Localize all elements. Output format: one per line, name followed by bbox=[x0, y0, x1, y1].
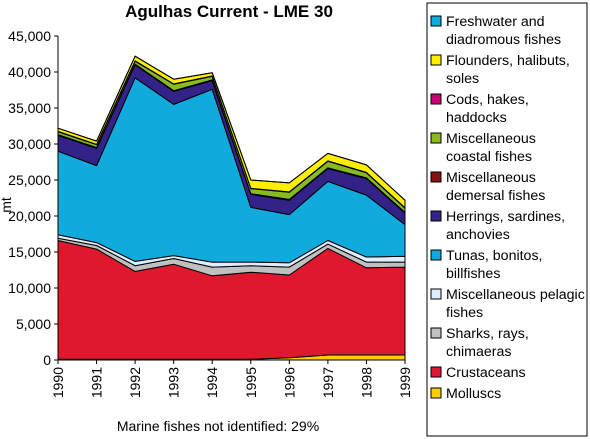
x-tick-label: 1996 bbox=[281, 367, 297, 398]
x-tick-label: 1991 bbox=[89, 367, 105, 398]
legend-label: Crustaceans bbox=[446, 365, 526, 381]
legend-label: Freshwater and diadromous fishes bbox=[446, 14, 561, 48]
legend-label: Miscellaneous coastal fishes bbox=[446, 131, 536, 165]
legend-item-sharks-rays-chimaeras: Sharks, rays, chimaeras bbox=[430, 326, 529, 360]
axes bbox=[57, 36, 405, 361]
legend-swatch bbox=[430, 327, 442, 339]
y-tick-label: 20,000 bbox=[8, 208, 51, 224]
legend-swatch bbox=[430, 93, 442, 105]
legend-label: Herrings, sardines, anchovies bbox=[446, 209, 565, 243]
legend-swatch bbox=[430, 288, 442, 300]
x-tick-label: 1995 bbox=[243, 367, 259, 398]
legend-label: Flounders, halibuts, soles bbox=[446, 53, 570, 87]
y-tick-label: 10,000 bbox=[8, 280, 51, 296]
legend-swatch bbox=[430, 366, 442, 378]
x-tick-label: 1990 bbox=[50, 367, 66, 398]
y-axis-ticks: 0 5,000 10,000 15,000 20,000 25,000 30,000 35,0… bbox=[8, 28, 58, 368]
legend: Freshwater and diadromous fishes Flounders… bbox=[426, 2, 588, 437]
legend-swatch bbox=[430, 15, 442, 27]
legend-item-miscellaneous-demersal-fishes: Miscellaneous demersal fishes bbox=[430, 170, 545, 204]
y-tick-label: 30,000 bbox=[8, 136, 51, 152]
legend-item-miscellaneous-pelagic-fishes: Miscellaneous pelagic fishes bbox=[430, 287, 585, 321]
legend-swatch bbox=[430, 54, 442, 66]
stacked-areas bbox=[57, 55, 406, 361]
legend-frame bbox=[426, 2, 588, 437]
footnote: Marine fishes not identified: 29% bbox=[117, 418, 319, 434]
legend-item-freshwater-and-diadromous-fishes: Freshwater and diadromous fishes bbox=[430, 14, 561, 48]
y-tick-label: 25,000 bbox=[8, 172, 51, 188]
area-freshwater-and-diadromous-fishes bbox=[57, 55, 406, 201]
x-tick-label: 1999 bbox=[397, 367, 413, 398]
legend-swatch bbox=[430, 210, 442, 222]
legend-item-cods-hakes-haddocks: Cods, hakes, haddocks bbox=[430, 92, 529, 126]
legend-label: Miscellaneous pelagic fishes bbox=[446, 287, 585, 321]
legend-item-molluscs: Molluscs bbox=[430, 386, 501, 402]
legend-item-tunas-bonitos-billfishes: Tunas, bonitos, billfishes bbox=[430, 248, 542, 282]
x-tick-label: 1992 bbox=[127, 367, 143, 398]
legend-label: Sharks, rays, chimaeras bbox=[446, 326, 529, 360]
y-tick-label: 0 bbox=[43, 352, 51, 368]
legend-label: Cods, hakes, haddocks bbox=[446, 92, 529, 126]
x-tick-label: 1998 bbox=[358, 367, 374, 398]
chart-title: Agulhas Current - LME 30 bbox=[125, 2, 333, 21]
x-tick-label: 1994 bbox=[204, 367, 220, 398]
x-tick-label: 1993 bbox=[166, 367, 182, 398]
legend-item-herrings-sardines-anchovies: Herrings, sardines, anchovies bbox=[430, 209, 565, 243]
legend-swatch bbox=[430, 171, 442, 183]
legend-item-crustaceans: Crustaceans bbox=[430, 365, 526, 381]
legend-label: Molluscs bbox=[446, 386, 501, 402]
legend-label: Miscellaneous demersal fishes bbox=[446, 170, 545, 204]
legend-item-miscellaneous-coastal-fishes: Miscellaneous coastal fishes bbox=[430, 131, 536, 165]
legend-swatch bbox=[430, 387, 442, 399]
x-tick-label: 1997 bbox=[320, 367, 336, 398]
y-tick-label: 15,000 bbox=[8, 244, 51, 260]
y-tick-label: 35,000 bbox=[8, 100, 51, 116]
legend-swatch bbox=[430, 249, 442, 261]
y-axis-title: mt bbox=[0, 197, 14, 213]
legend-item-flounders-halibuts-soles: Flounders, halibuts, soles bbox=[430, 53, 570, 87]
legend-swatch bbox=[430, 132, 442, 144]
x-axis-ticks: 1990 1991 1992 1993 1994 1995 1996 1997 1998 1999 bbox=[50, 360, 413, 398]
y-tick-label: 45,000 bbox=[8, 28, 51, 44]
y-tick-label: 5,000 bbox=[16, 316, 51, 332]
y-tick-label: 40,000 bbox=[8, 64, 51, 80]
legend-label: Tunas, bonitos, billfishes bbox=[446, 248, 542, 282]
